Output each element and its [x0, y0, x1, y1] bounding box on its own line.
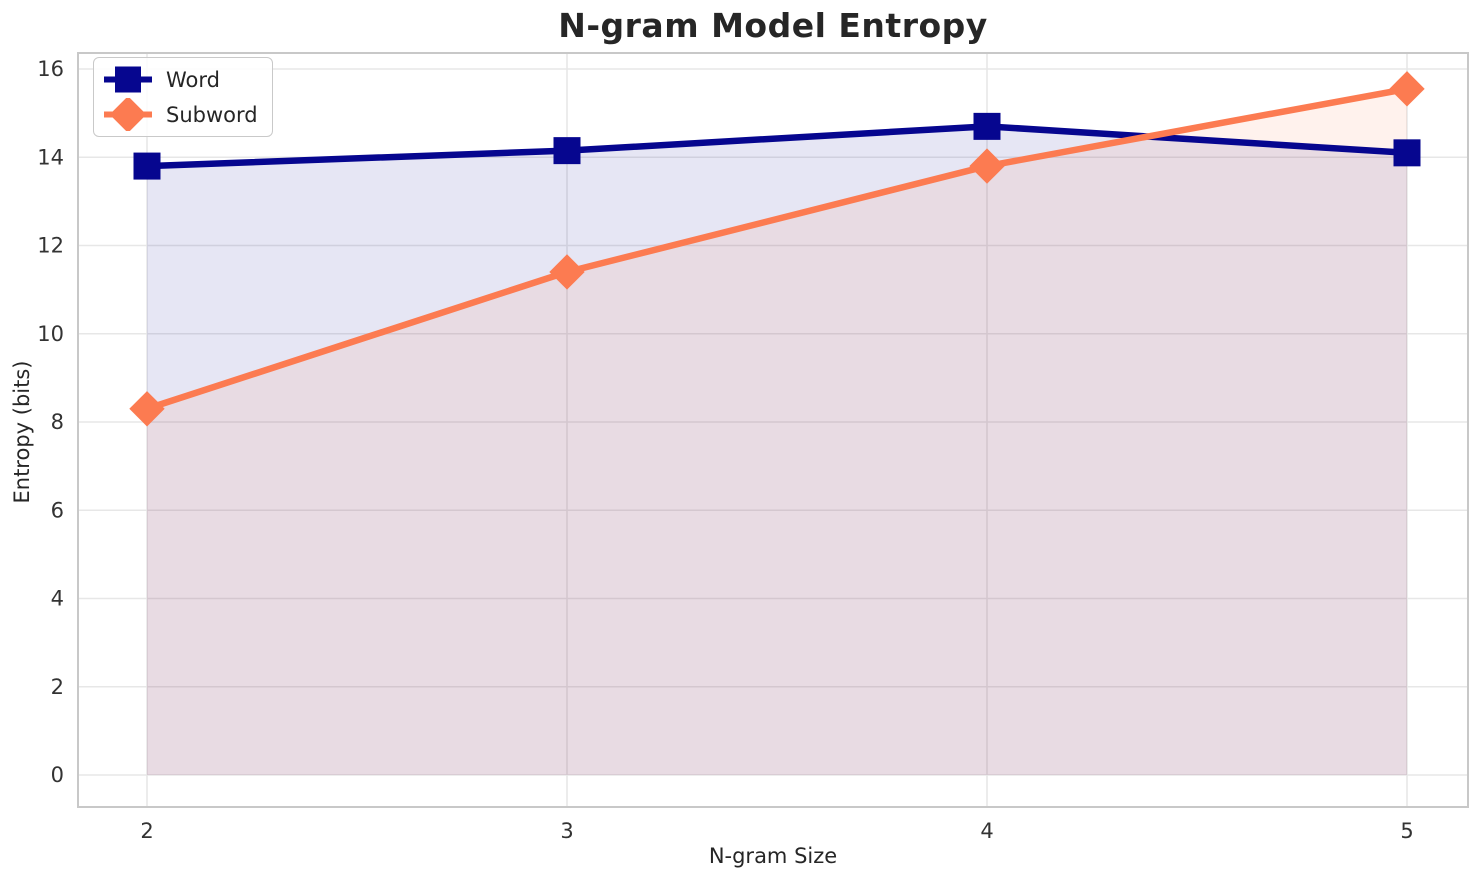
series-line-subword — [143, 85, 1411, 413]
y-tick-label: 8 — [51, 410, 64, 434]
x-axis-label: N-gram Size — [708, 844, 838, 868]
y-tick-label: 4 — [51, 587, 64, 611]
legend: Word Subword — [93, 57, 273, 137]
y-tick-label: 14 — [37, 145, 64, 169]
data-point-marker — [973, 112, 1001, 140]
area-fill-word — [147, 126, 1407, 776]
legend-item-word: Word — [102, 63, 258, 96]
word-series-icon — [104, 66, 152, 93]
legend-label-word: Word — [166, 67, 220, 92]
chart-title: N-gram Model Entropy — [558, 6, 988, 45]
legend-item-subword: Subword — [102, 98, 258, 131]
x-tick-label: 3 — [560, 819, 573, 843]
y-axis-label: Entropy (bits) — [10, 360, 34, 504]
data-point-marker — [1393, 139, 1421, 167]
y-tick-label: 0 — [51, 763, 64, 787]
plot-frame — [77, 52, 1469, 808]
x-tick-label: 5 — [1400, 819, 1413, 843]
series-line-word — [143, 123, 1411, 170]
x-tick-label: 4 — [980, 819, 993, 843]
y-tick-label: 2 — [51, 675, 64, 699]
y-tick-label: 12 — [37, 234, 64, 258]
data-point-marker — [969, 148, 1005, 184]
data-point-marker — [549, 254, 585, 290]
data-point-marker — [129, 391, 165, 427]
y-tick-label: 16 — [37, 57, 64, 81]
area-fill-subword — [147, 88, 1407, 775]
y-tick-label: 10 — [37, 322, 64, 346]
y-tick-label: 6 — [51, 498, 64, 522]
subword-series-icon — [104, 98, 152, 131]
data-point-marker — [553, 137, 581, 165]
legend-label-subword: Subword — [166, 102, 258, 127]
x-tick-label: 2 — [140, 819, 153, 843]
data-point-marker — [133, 152, 161, 180]
